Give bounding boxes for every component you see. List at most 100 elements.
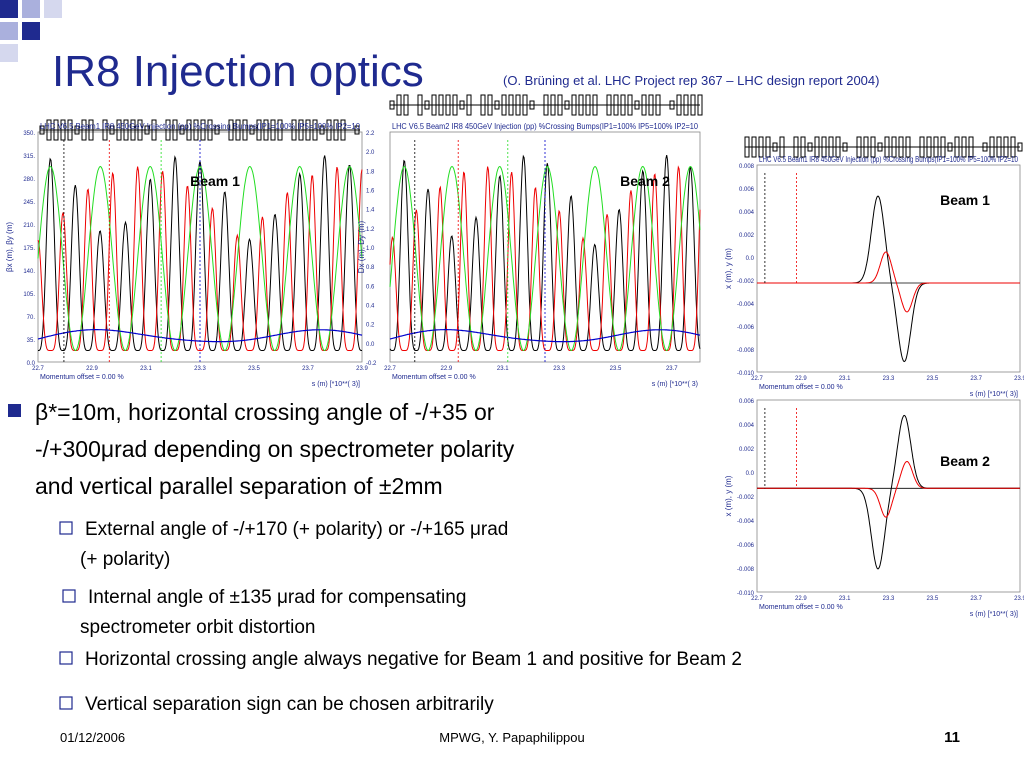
y2-tick-label: 0.4 — [366, 304, 375, 310]
lattice-element — [954, 136, 960, 158]
x-tick-label: 23.9 — [1014, 376, 1024, 382]
bullet-text: Vertical separation sign can be chosen a… — [85, 694, 494, 715]
bullet-marker — [59, 651, 73, 665]
x-tick-label: 23.7 — [970, 596, 982, 602]
plot-frame — [37, 131, 363, 363]
x-tick-label: 23.5 — [926, 376, 938, 382]
lattice-element — [835, 136, 841, 158]
optics-plot: LHC V6.5 Beam1 IR8 450GeV Injection (pp)… — [5, 119, 377, 388]
x-axis-label: s (m) [*10**( 3)] — [970, 611, 1018, 618]
lattice-element — [438, 94, 444, 116]
lattice-element — [751, 136, 757, 158]
x-axis-label: s (m) [*10**( 3)] — [970, 391, 1018, 398]
lattice-element — [926, 136, 932, 158]
beam-label: Beam 1 — [190, 173, 240, 189]
bullet-text: spectrometer orbit distortion — [80, 617, 316, 638]
y-tick-label: 175. — [23, 246, 35, 252]
lattice-element — [669, 100, 675, 110]
y-tick-label: 0.0 — [746, 471, 755, 477]
x-tick-label: 22.7 — [384, 366, 396, 372]
lattice-element — [508, 94, 514, 116]
y2-tick-label: 0.2 — [366, 323, 375, 329]
y2-tick-label: -0.2 — [366, 361, 377, 367]
lattice-element — [305, 119, 311, 141]
lattice-element — [697, 94, 703, 116]
beam-label: Beam 2 — [620, 173, 670, 189]
x-tick-label: 23.1 — [839, 376, 851, 382]
lattice-element — [842, 142, 848, 152]
bullet-text: and vertical parallel separation of ±2mm — [35, 473, 443, 499]
lattice-element — [270, 119, 276, 141]
y-tick-label: -0.008 — [737, 567, 755, 573]
lattice-element — [898, 136, 904, 158]
bullet-marker — [8, 404, 21, 417]
lattice-element — [459, 100, 465, 110]
x-tick-label: 23.7 — [302, 366, 314, 372]
x-tick-label: 23.3 — [883, 376, 895, 382]
y-axis-label: x (m), y (m) — [724, 475, 733, 516]
page-number: 11 — [944, 729, 960, 746]
bullet-marker — [62, 589, 76, 603]
x-tick-label: 22.7 — [751, 596, 763, 602]
lattice-element — [340, 119, 346, 141]
lattice-element — [200, 119, 206, 141]
x-tick-label: 23.1 — [497, 366, 509, 372]
lattice-element — [151, 119, 157, 141]
y-tick-label: 0.006 — [739, 187, 755, 193]
lattice-element — [53, 119, 59, 141]
x-tick-label: 23.5 — [248, 366, 260, 372]
lattice-element — [1017, 142, 1023, 152]
y-axis-label: βx (m), βy (m) — [5, 222, 14, 272]
lattice-element — [800, 136, 806, 158]
lattice-element — [403, 94, 409, 116]
footer-date: 01/12/2006 — [60, 730, 125, 745]
y-tick-label: 210. — [23, 223, 35, 229]
plot-frame — [756, 164, 1021, 373]
plot-title: LHC V6.5 Beam2 IR8 450GeV Injection (pp)… — [392, 122, 699, 131]
y-tick-label: 0.004 — [739, 423, 755, 429]
y-tick-label: -0.004 — [737, 519, 755, 525]
x-tick-label: 23.9 — [1014, 596, 1024, 602]
y-tick-label: 0.002 — [739, 447, 755, 453]
y2-tick-label: 2.0 — [366, 150, 375, 156]
lattice-element — [130, 119, 136, 141]
lattice-element — [214, 125, 220, 135]
lattice-element — [172, 119, 178, 141]
bullet-text: External angle of -/+170 (+ polarity) or… — [85, 519, 508, 540]
lattice-element — [779, 136, 785, 158]
y-tick-label: 105. — [23, 292, 35, 298]
lattice-element — [961, 136, 967, 158]
curve-red — [37, 166, 363, 351]
lattice-element — [856, 136, 862, 158]
plot-footer: Momentum offset = 0.00 % — [759, 604, 843, 611]
lattice-element — [606, 94, 612, 116]
bullet-marker — [59, 521, 73, 535]
lattice-element — [996, 136, 1002, 158]
y-tick-label: -0.006 — [737, 325, 755, 331]
lattice-element — [877, 142, 883, 152]
y-tick-label: 0.002 — [739, 233, 755, 239]
lattice-element — [319, 125, 325, 135]
lattice-element — [543, 94, 549, 116]
y-tick-label: 0.008 — [739, 164, 755, 170]
lattice-element — [828, 136, 834, 158]
lattice-element — [585, 94, 591, 116]
lattice-element — [613, 94, 619, 116]
lattice-element — [683, 94, 689, 116]
y-tick-label: 245. — [23, 200, 35, 206]
lattice-element — [592, 94, 598, 116]
lattice-element — [641, 94, 647, 116]
lattice-element — [452, 94, 458, 116]
lattice-element — [263, 119, 269, 141]
lattice-element — [312, 119, 318, 141]
x-axis-label: s (m) [*10**( 3)] — [312, 381, 360, 388]
lattice-element — [655, 94, 661, 116]
x-tick-label: 23.5 — [610, 366, 622, 372]
x-tick-label: 22.9 — [795, 376, 807, 382]
y-tick-label: 0.006 — [739, 399, 755, 405]
lattice-element — [67, 119, 73, 141]
lattice-element — [431, 94, 437, 116]
y-tick-label: -0.010 — [737, 591, 755, 597]
bullet-text: β*=10m, horizontal crossing angle of -/+… — [35, 399, 495, 425]
